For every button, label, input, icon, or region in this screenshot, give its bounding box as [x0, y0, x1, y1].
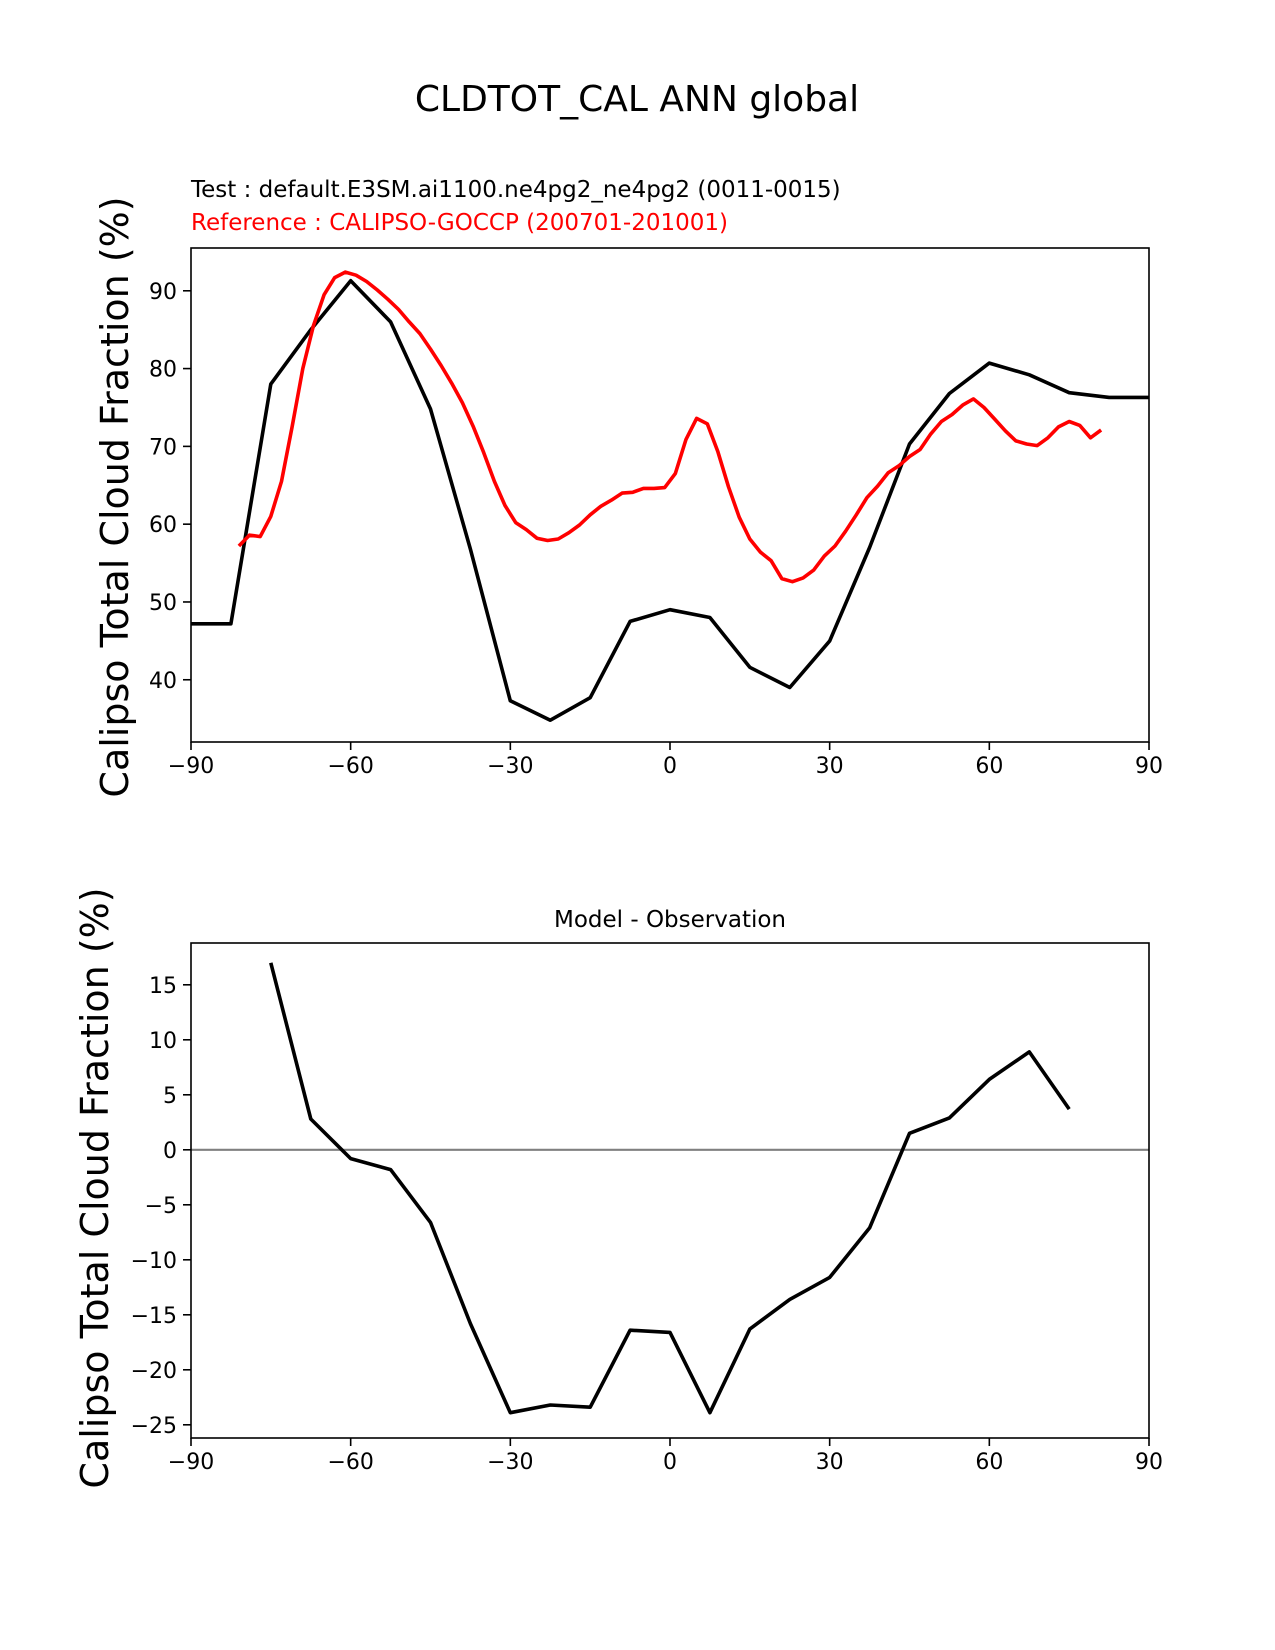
top-plot-frame — [190, 247, 1150, 743]
bottom-y-axis-label: Calipso Total Cloud Fraction (%) — [73, 887, 117, 1488]
bottom-x-tick-label: −90 — [168, 1450, 214, 1475]
bottom-plot-title: Model - Observation — [554, 907, 786, 933]
bottom-y-tick-label: −15 — [131, 1304, 177, 1329]
bottom-y-tick-label: −5 — [145, 1194, 177, 1219]
bottom-y-tick-label: 10 — [149, 1029, 177, 1054]
bottom-plot-frame — [190, 942, 1150, 1439]
bottom-y-tick-label: −20 — [131, 1359, 177, 1384]
top-x-tick-label: 90 — [1135, 754, 1163, 779]
top-x-tick-label: 60 — [975, 754, 1003, 779]
top-reference-line — [237, 270, 1103, 584]
bottom-x-tick-label: 60 — [975, 1450, 1003, 1475]
bottom-difference-line — [269, 962, 1071, 1415]
top-x-tick-label: −30 — [487, 754, 533, 779]
figure-title: CLDTOT_CAL ANN global — [415, 79, 859, 120]
bottom-y-tick-label: 15 — [149, 974, 177, 999]
top-y-tick-label: 60 — [149, 513, 177, 538]
top-panel: Test : default.E3SM.ai1100.ne4pg2_ne4pg2… — [93, 177, 1163, 798]
bottom-x-tick-label: 90 — [1135, 1450, 1163, 1475]
top-x-tick-label: 0 — [663, 754, 677, 779]
top-y-tick-label: 90 — [149, 280, 177, 305]
top-y-tick-label: 80 — [149, 358, 177, 383]
top-x-tick-label: 30 — [816, 754, 844, 779]
top-y-tick-label: 40 — [149, 669, 177, 694]
top-x-tick-label: −60 — [327, 754, 373, 779]
reference-label: Reference : CALIPSO-GOCCP (200701-201001… — [191, 210, 728, 236]
bottom-x-tick-label: −60 — [327, 1450, 373, 1475]
bottom-plot-lines — [191, 962, 1149, 1415]
bottom-y-tick-label: −10 — [131, 1249, 177, 1274]
top-test-line — [191, 278, 1149, 723]
bottom-x-tick-label: 30 — [816, 1450, 844, 1475]
bottom-x-tick-label: −30 — [487, 1450, 533, 1475]
top-y-tick-label: 70 — [149, 435, 177, 460]
bottom-x-tick-label: 0 — [663, 1450, 677, 1475]
bottom-y-tick-label: 0 — [163, 1139, 177, 1164]
test-label: Test : default.E3SM.ai1100.ne4pg2_ne4pg2… — [190, 177, 841, 203]
top-y-axis-label: Calipso Total Cloud Fraction (%) — [93, 196, 137, 797]
top-y-tick-label: 50 — [149, 591, 177, 616]
bottom-axis-ticks: −90 −60 −30 0 30 60 90 −25 −20 −15 −10 −5 0 5 10 15 — [131, 974, 1163, 1475]
top-plot-lines — [191, 270, 1149, 723]
bottom-y-tick-label: −25 — [131, 1414, 177, 1439]
bottom-y-tick-label: 5 — [163, 1084, 177, 1109]
bottom-panel: Model - Observation Calipso Total Cloud … — [73, 887, 1163, 1488]
top-x-tick-label: −90 — [168, 754, 214, 779]
top-axis-ticks: −90 −60 −30 0 30 60 90 40 50 60 70 80 90 — [149, 280, 1163, 779]
